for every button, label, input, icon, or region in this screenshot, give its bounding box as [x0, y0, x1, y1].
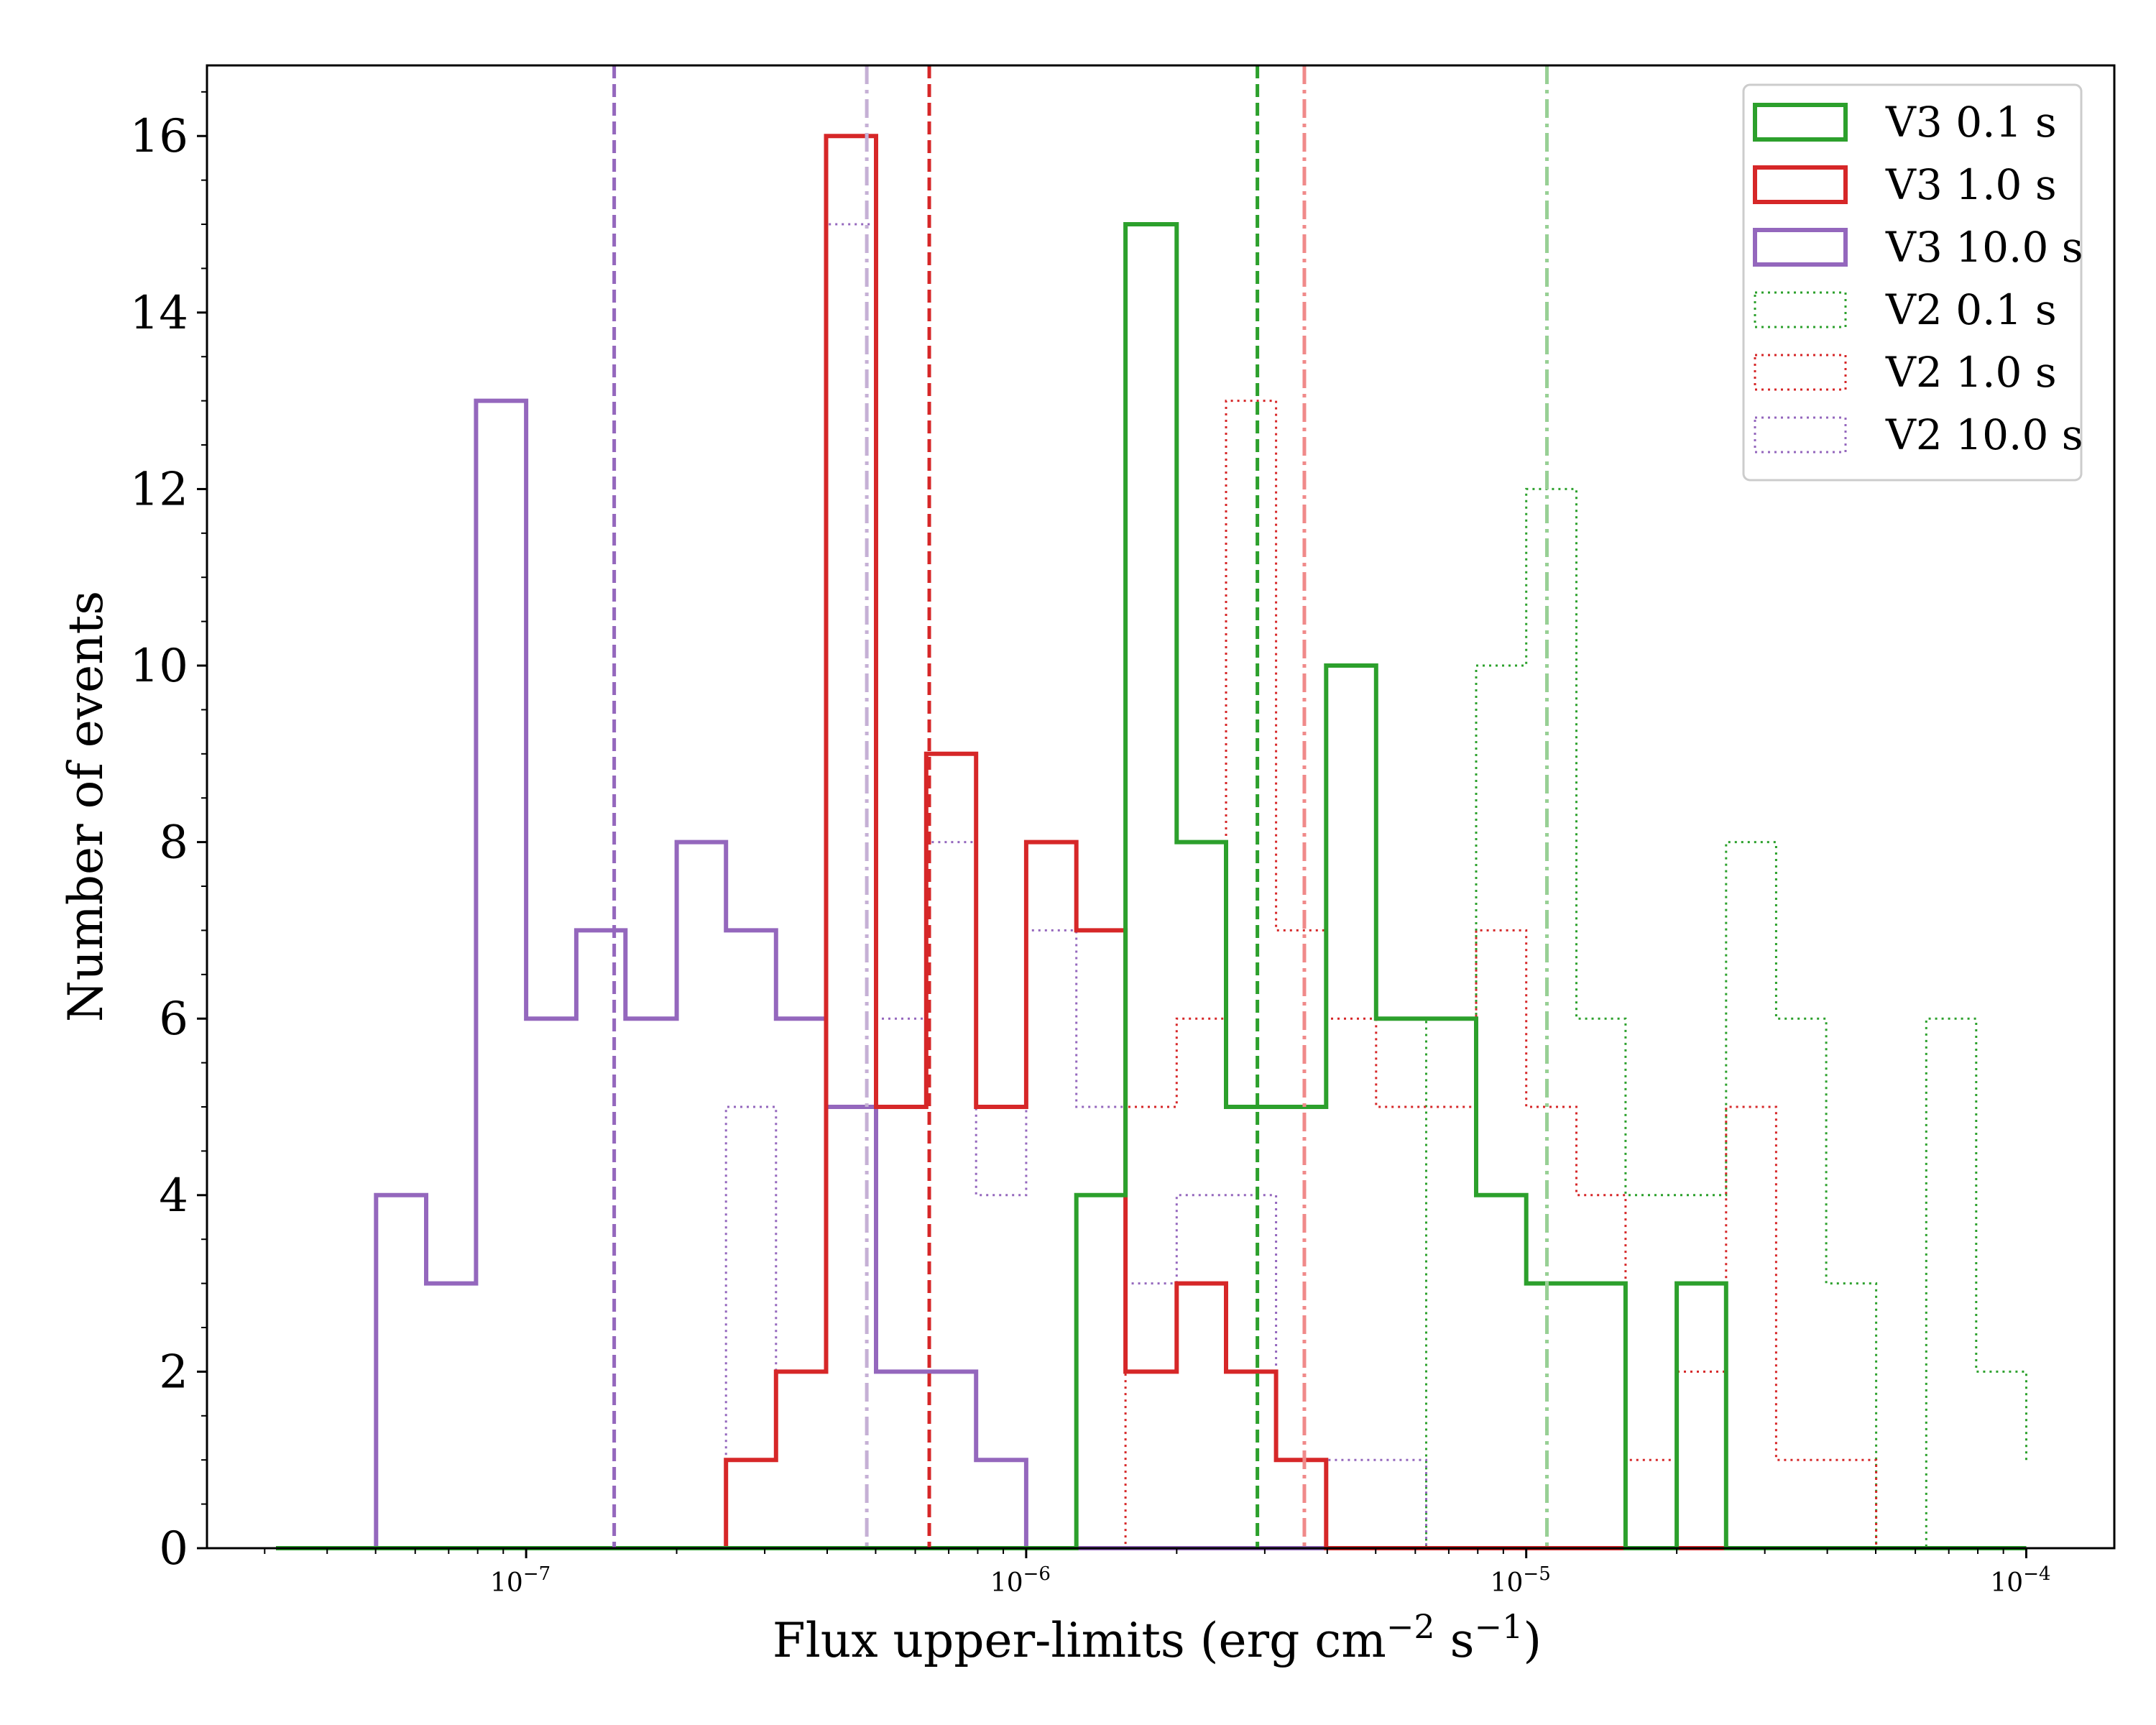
reference-lines-layer — [612, 65, 1549, 1548]
legend-swatch — [1754, 291, 1847, 328]
y-tick-label: 14 — [130, 287, 188, 340]
x-tick-label: 10−4 — [1990, 1563, 2050, 1598]
legend-swatch — [1753, 165, 1848, 204]
y-axis: 0 2 4 6 8 10 12 14 16 — [130, 91, 207, 1576]
legend-label: V2 10.0 s — [1885, 410, 2083, 459]
y-tick-label: 2 — [159, 1346, 188, 1399]
legend-swatch — [1753, 228, 1848, 267]
x-tick-label: 10−7 — [490, 1563, 550, 1598]
y-tick-label: 6 — [159, 993, 188, 1046]
series-v2-1-0-s-step — [276, 400, 2027, 1550]
legend-swatch — [1754, 416, 1847, 454]
x-axis: 10−7 10−6 10−5 10−4 — [264, 1548, 2051, 1598]
legend-label: V2 1.0 s — [1885, 348, 2057, 397]
legend-label: V2 0.1 s — [1885, 285, 2057, 334]
legend-entries: V3 0.1 s V3 1.0 s V3 10.0 s V2 0.1 s V2 1.0 … — [1753, 98, 2083, 459]
plot-frame — [206, 64, 2116, 1550]
y-axis-title: Number of events — [58, 591, 114, 1022]
legend-box — [1742, 83, 2083, 482]
x-axis-title: Flux upper-limits (erg cm−2 s−1) — [773, 1607, 1542, 1668]
y-tick-label: 16 — [130, 110, 188, 163]
y-tick-label: 10 — [130, 640, 188, 693]
y-tick-label: 8 — [159, 816, 188, 870]
y-tick-label: 0 — [159, 1522, 188, 1576]
legend-swatch — [1754, 354, 1847, 391]
legend-label: V3 1.0 s — [1885, 160, 2057, 209]
legend-label: V3 0.1 s — [1885, 98, 2057, 147]
legend-label: V3 10.0 s — [1885, 223, 2083, 272]
legend: V3 0.1 s V3 1.0 s V3 10.0 s V2 0.1 s V2 1.0 … — [1742, 83, 2083, 482]
legend-swatch — [1753, 103, 1848, 142]
y-tick-label: 4 — [159, 1169, 188, 1223]
y-tick-label: 12 — [130, 463, 188, 516]
x-tick-label: 10−6 — [990, 1563, 1051, 1598]
x-tick-label: 10−5 — [1491, 1563, 1551, 1598]
series-v3-10-0-s-step — [276, 398, 2027, 1550]
